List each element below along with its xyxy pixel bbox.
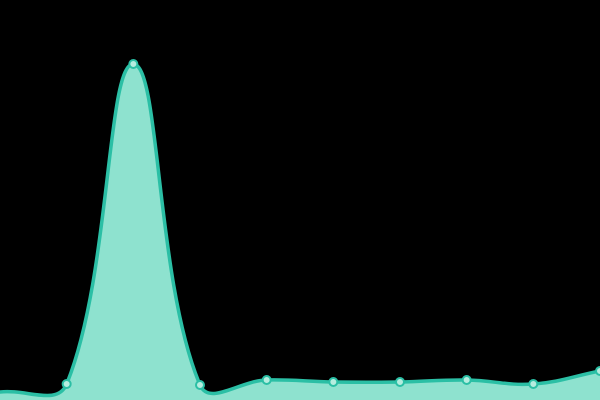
data-point-marker-4[interactable] xyxy=(261,375,272,385)
data-point-marker-5[interactable] xyxy=(328,377,339,387)
area-series-fill xyxy=(0,63,600,400)
data-point-marker-7[interactable] xyxy=(461,375,472,385)
data-point-marker-3[interactable] xyxy=(195,380,205,390)
data-point-marker-1[interactable] xyxy=(61,379,72,389)
data-point-marker-6[interactable] xyxy=(395,377,405,387)
data-point-marker-9[interactable] xyxy=(595,366,600,376)
area-series-line xyxy=(0,62,600,398)
data-point-marker-2[interactable] xyxy=(128,59,139,69)
data-point-marker-8[interactable] xyxy=(528,379,539,389)
